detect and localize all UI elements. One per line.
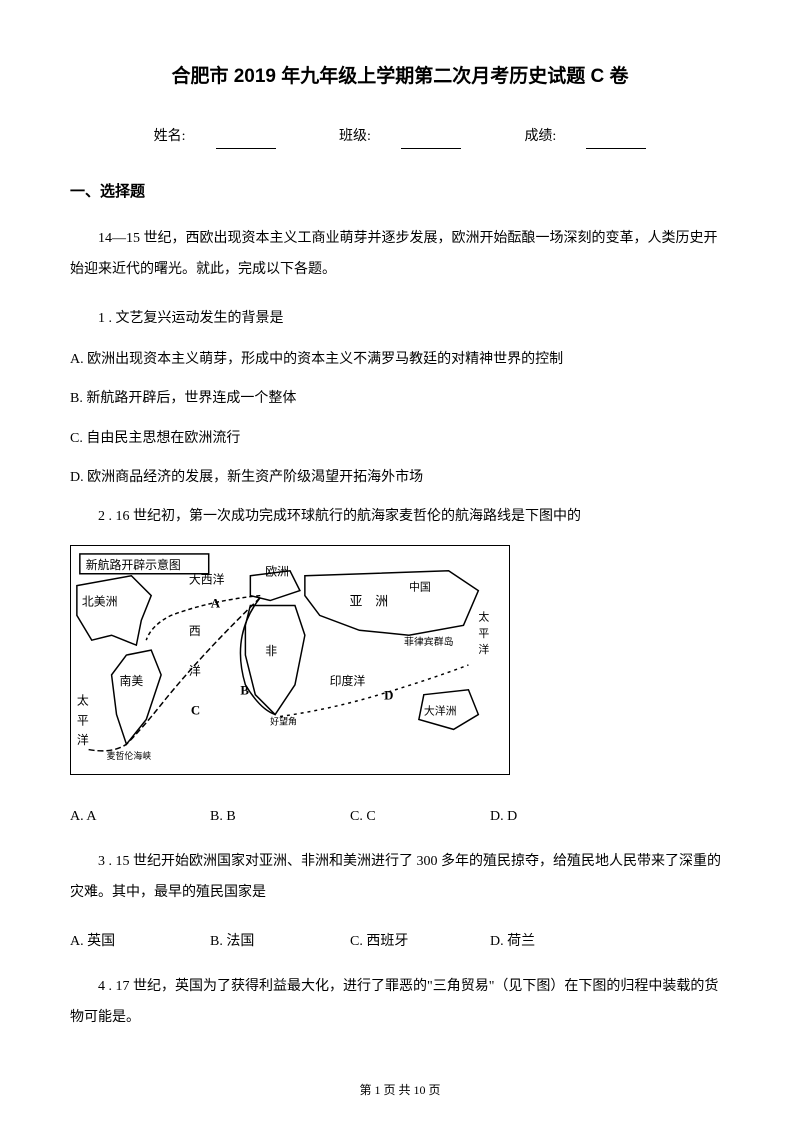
svg-text:西: 西	[189, 624, 201, 638]
map-svg: 新航路开辟示意图 北美洲 南美 欧洲 非 亚 洲 中国 大洋洲 大西洋 西 洋 …	[70, 545, 510, 775]
svg-text:大西洋: 大西洋	[189, 573, 225, 587]
score-label: 成绩:	[509, 129, 661, 144]
q2-opt-c: C. C	[350, 804, 490, 829]
q3-opt-b: B. 法国	[210, 929, 350, 954]
svg-text:D: D	[384, 689, 393, 703]
class-label: 班级:	[324, 129, 476, 144]
q3-opt-a: A. 英国	[70, 929, 210, 954]
svg-text:太: 太	[478, 610, 489, 623]
svg-text:非: 非	[265, 644, 277, 658]
q2-options: A. A B. B C. C D. D	[70, 804, 730, 829]
section-heading: 一、选择题	[70, 179, 730, 206]
svg-text:菲律宾群岛: 菲律宾群岛	[404, 635, 454, 648]
svg-text:欧洲: 欧洲	[265, 565, 289, 579]
q4-text: 4 . 17 世纪，英国为了获得利益最大化，进行了罪恶的"三角贸易"（见下图）在…	[70, 972, 730, 1034]
section-passage: 14—15 世纪，西欧出现资本主义工商业萌芽并逐步发展，欧洲开始酝酿一场深刻的变…	[70, 224, 730, 286]
page-footer: 第 1 页 共 10 页	[0, 1080, 800, 1102]
info-row: 姓名: 班级: 成绩:	[70, 124, 730, 149]
q1-opt-c: C. 自由民主思想在欧洲流行	[70, 426, 730, 451]
name-blank[interactable]	[216, 133, 276, 149]
name-label: 姓名:	[139, 129, 291, 144]
map-figure: 新航路开辟示意图 北美洲 南美 欧洲 非 亚 洲 中国 大洋洲 大西洋 西 洋 …	[70, 545, 730, 784]
svg-text:太: 太	[77, 694, 89, 708]
svg-text:南美: 南美	[119, 674, 143, 688]
svg-text:B: B	[240, 684, 249, 698]
q2-opt-b: B. B	[210, 804, 350, 829]
svg-text:亚 洲: 亚 洲	[349, 595, 388, 609]
page-title: 合肥市 2019 年九年级上学期第二次月考历史试题 C 卷	[70, 60, 730, 94]
q2-opt-a: A. A	[70, 804, 210, 829]
q1-text: 1 . 文艺复兴运动发生的背景是	[70, 306, 730, 331]
svg-text:新航路开辟示意图: 新航路开辟示意图	[86, 558, 181, 572]
score-blank[interactable]	[586, 133, 646, 149]
q3-options: A. 英国 B. 法国 C. 西班牙 D. 荷兰	[70, 929, 730, 954]
class-blank[interactable]	[401, 133, 461, 149]
q3-opt-c: C. 西班牙	[350, 929, 490, 954]
svg-text:中国: 中国	[409, 581, 431, 594]
svg-text:平: 平	[478, 628, 489, 640]
q3-opt-d: D. 荷兰	[490, 929, 630, 954]
q3-text: 3 . 15 世纪开始欧洲国家对亚洲、非洲和美洲进行了 300 多年的殖民掠夺，…	[70, 847, 730, 909]
svg-text:洋: 洋	[77, 733, 89, 747]
q1-opt-b: B. 新航路开辟后，世界连成一个整体	[70, 386, 730, 411]
q1-opt-d: D. 欧洲商品经济的发展，新生资产阶级渴望开拓海外市场	[70, 465, 730, 490]
svg-text:洋: 洋	[478, 642, 489, 656]
svg-text:大洋洲: 大洋洲	[424, 704, 457, 718]
svg-text:A: A	[211, 597, 221, 611]
svg-text:C: C	[191, 704, 200, 718]
svg-text:北美洲: 北美洲	[82, 595, 118, 609]
svg-text:印度洋: 印度洋	[330, 674, 366, 688]
svg-text:好望角: 好望角	[270, 716, 297, 727]
q2-opt-d: D. D	[490, 804, 630, 829]
q1-opt-a: A. 欧洲出现资本主义萌芽，形成中的资本主义不满罗马教廷的对精神世界的控制	[70, 347, 730, 372]
q2-text: 2 . 16 世纪初，第一次成功完成环球航行的航海家麦哲伦的航海路线是下图中的	[70, 504, 730, 529]
svg-text:平: 平	[77, 714, 89, 728]
svg-text:麦哲伦海峡: 麦哲伦海峡	[107, 750, 152, 761]
